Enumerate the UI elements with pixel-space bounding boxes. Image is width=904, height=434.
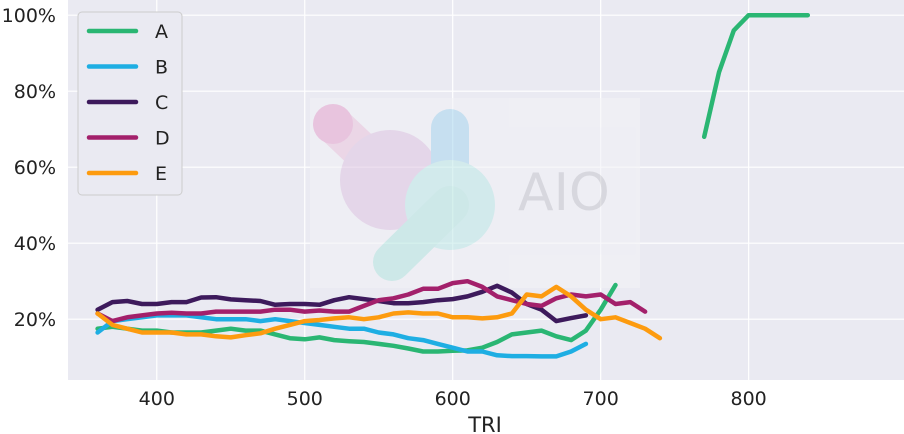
watermark-text: AIO <box>518 163 610 223</box>
legend-label-e: E <box>155 163 167 185</box>
series-line-d <box>95 278 648 324</box>
legend-label-a: A <box>155 21 168 43</box>
watermark-logo: AIO <box>310 98 640 288</box>
watermark-circle-pink-small <box>313 104 353 144</box>
y-tick-label: 80% <box>14 81 56 103</box>
series-line-c <box>95 283 589 324</box>
x-tick-label: 500 <box>287 388 323 410</box>
series-line-b <box>95 313 589 359</box>
y-tick-label: 100% <box>2 5 56 27</box>
series-line-a <box>701 12 811 140</box>
series-layer <box>95 12 811 359</box>
x-tick-labels: 400 500 600 700 800 <box>139 388 767 410</box>
x-tick-label: 800 <box>731 388 767 410</box>
legend-label-b: B <box>155 57 168 79</box>
x-axis-title: TRI <box>467 413 502 434</box>
legend-label-c: C <box>155 92 168 114</box>
legend-label-d: D <box>155 128 170 150</box>
watermark-bar-teal <box>373 186 469 281</box>
y-tick-label: 40% <box>14 233 56 255</box>
x-tick-label: 700 <box>583 388 619 410</box>
x-tick-label: 400 <box>139 388 175 410</box>
series-line-e <box>95 284 663 341</box>
x-tick-label: 600 <box>435 388 471 410</box>
y-tick-labels: 20% 40% 60% 80% 100% <box>2 5 56 331</box>
y-tick-label: 20% <box>14 309 56 331</box>
y-tick-label: 60% <box>14 157 56 179</box>
